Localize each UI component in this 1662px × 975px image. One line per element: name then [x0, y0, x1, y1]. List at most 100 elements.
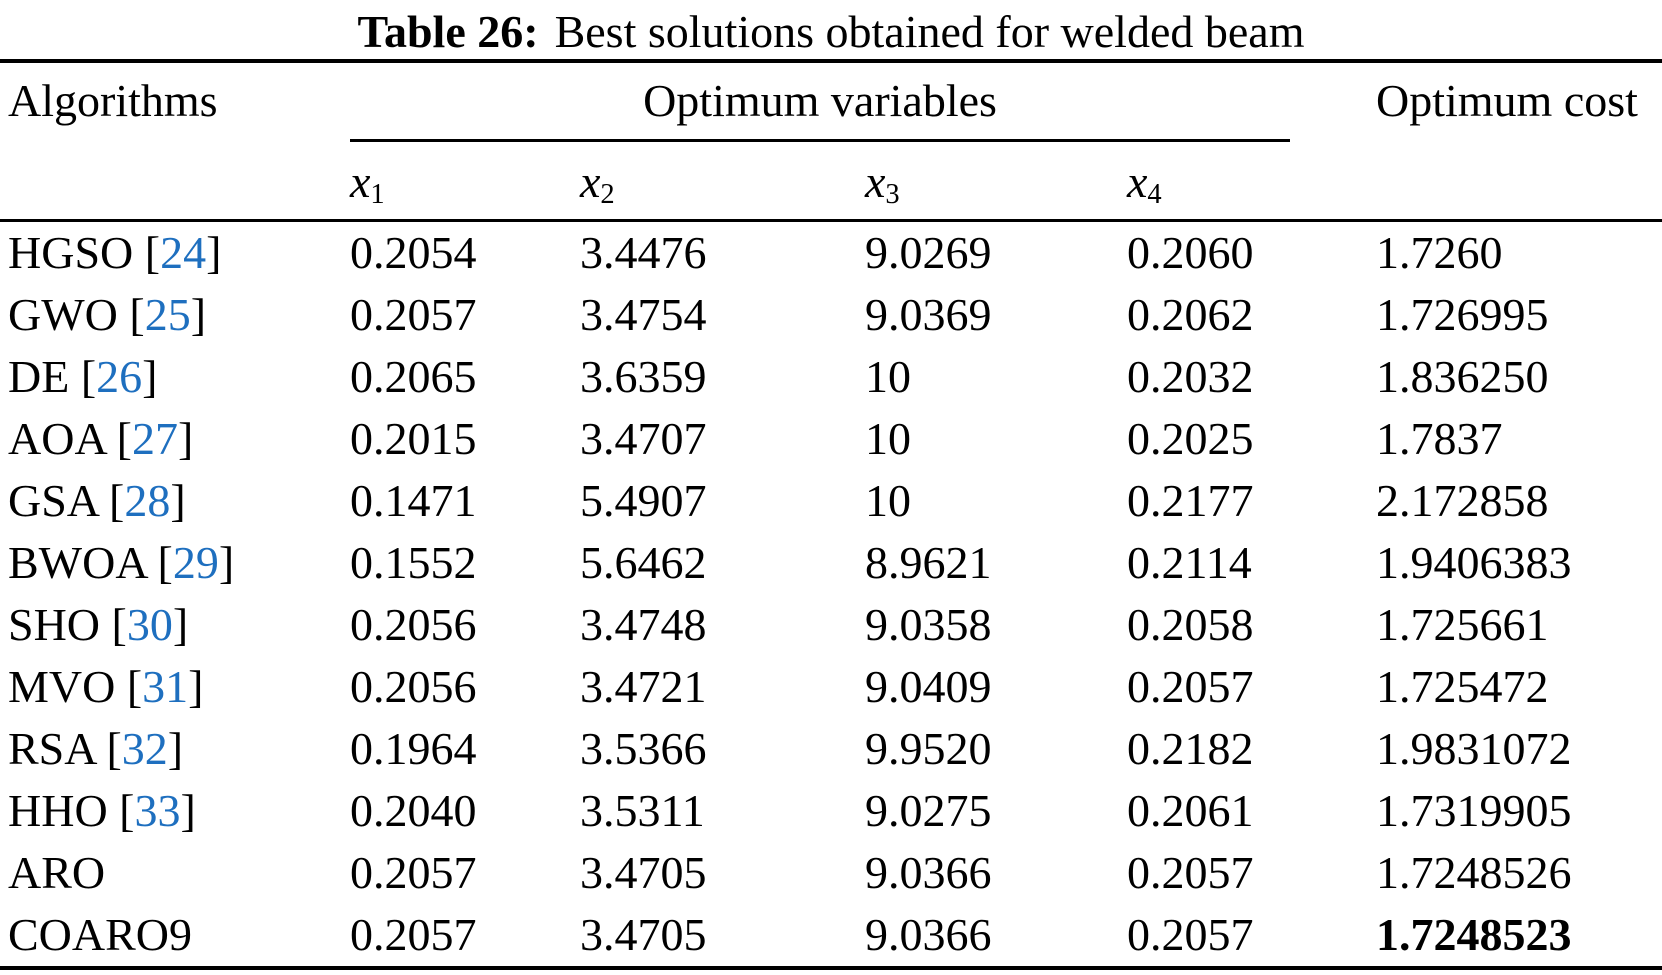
x1-value: 0.2057 — [350, 289, 477, 340]
citation-link[interactable]: 25 — [144, 289, 191, 340]
table-row: AOA [27] 0.2015 3.4707 10 0.2025 1.7837 — [0, 408, 1662, 470]
table-row: COARO9 0.2057 3.4705 9.0366 0.2057 1.724… — [0, 904, 1662, 968]
x1-value: 0.1552 — [350, 537, 477, 588]
x2-value: 3.4705 — [580, 847, 707, 898]
x3-value: 9.0358 — [865, 599, 992, 650]
results-table: Algorithms Optimum variables Optimum cos… — [0, 59, 1662, 970]
algorithm-cell: BWOA [29] — [0, 532, 350, 594]
x1-value: 0.2056 — [350, 661, 477, 712]
citation-bracket: ] — [206, 227, 222, 278]
x3-value: 10 — [865, 475, 911, 526]
empty-header-cell — [0, 142, 350, 222]
cost-value: 1.7260 — [1376, 227, 1503, 278]
x2-value: 3.4748 — [580, 599, 707, 650]
citation-link[interactable]: 28 — [124, 475, 171, 526]
citation-bracket: ] — [177, 413, 194, 464]
algorithm-name: COARO9 — [8, 909, 193, 960]
x4-value: 0.2114 — [1127, 537, 1252, 588]
x3-value: 9.9520 — [865, 723, 992, 774]
table-caption-text: Best solutions obtained for welded beam — [554, 6, 1305, 57]
citation-link[interactable]: 30 — [126, 599, 173, 650]
x3-value: 10 — [865, 351, 911, 402]
col-header-x4: x4 — [1127, 142, 1376, 222]
cost-value: 1.725472 — [1376, 661, 1549, 712]
x1-value: 0.2065 — [350, 351, 477, 402]
x4-value: 0.2032 — [1127, 351, 1254, 402]
citation-link[interactable]: 33 — [134, 785, 181, 836]
algorithm-cell: COARO9 — [0, 904, 350, 968]
table-row: ARO 0.2057 3.4705 9.0366 0.2057 1.724852… — [0, 842, 1662, 904]
x2-value: 3.5311 — [580, 785, 705, 836]
cost-value: 1.7319905 — [1376, 785, 1572, 836]
x2-value: 3.4707 — [580, 413, 707, 464]
x2-value: 3.5366 — [580, 723, 707, 774]
citation-bracket: ] — [167, 723, 184, 774]
table-row: GSA [28] 0.1471 5.4907 10 0.2177 2.17285… — [0, 470, 1662, 532]
optimum-variables-rule — [350, 139, 1290, 142]
citation-bracket: [ — [97, 475, 125, 526]
cost-value: 1.7837 — [1376, 413, 1503, 464]
x1-value: 0.2057 — [350, 909, 477, 960]
empty-header-cell — [1376, 142, 1662, 222]
x1-value: 0.1471 — [350, 475, 477, 526]
x3-value: 8.9621 — [865, 537, 992, 588]
citation-bracket: ] — [142, 351, 158, 402]
optimum-variables-label: Optimum variables — [643, 75, 997, 126]
table-row: GWO [25] 0.2057 3.4754 9.0369 0.2062 1.7… — [0, 284, 1662, 346]
table-row: RSA [32] 0.1964 3.5366 9.9520 0.2182 1.9… — [0, 718, 1662, 780]
x4-value: 0.2058 — [1127, 599, 1254, 650]
x2-value: 3.4754 — [580, 289, 707, 340]
cost-value: 2.172858 — [1376, 475, 1549, 526]
algorithm-name: ARO — [8, 847, 106, 898]
x4-value: 0.2061 — [1127, 785, 1254, 836]
table-row: HGSO [24] 0.2054 3.4476 9.0269 0.2060 1.… — [0, 221, 1662, 285]
x3-value: 9.0275 — [865, 785, 992, 836]
table-row: MVO [31] 0.2056 3.4721 9.0409 0.2057 1.7… — [0, 656, 1662, 718]
algorithm-name: GSA — [8, 475, 98, 526]
citation-bracket: ] — [170, 475, 186, 526]
algorithm-name: MVO — [8, 661, 116, 712]
x2-value: 3.4721 — [580, 661, 707, 712]
table-row: SHO [30] 0.2056 3.4748 9.0358 0.2058 1.7… — [0, 594, 1662, 656]
x3-value: 9.0369 — [865, 289, 992, 340]
table-caption: Table 26: Best solutions obtained for wel… — [0, 0, 1662, 59]
table-row: HHO [33] 0.2040 3.5311 9.0275 0.2061 1.7… — [0, 780, 1662, 842]
citation-bracket: [ — [107, 785, 135, 836]
cost-value-best: 1.7248523 — [1376, 909, 1572, 960]
x4-value: 0.2060 — [1127, 227, 1254, 278]
col-header-algorithms: Algorithms — [8, 75, 218, 126]
citation-link[interactable]: 27 — [131, 413, 178, 464]
algorithm-name: SHO — [8, 599, 101, 650]
algorithm-cell: HGSO [24] — [0, 221, 350, 285]
x2-value: 5.6462 — [580, 537, 707, 588]
algorithm-name: GWO — [8, 289, 118, 340]
citation-link[interactable]: 24 — [160, 227, 207, 278]
table-row: BWOA [29] 0.1552 5.6462 8.9621 0.2114 1.… — [0, 532, 1662, 594]
x1-value: 0.2040 — [350, 785, 477, 836]
header-row-variables: x1 x2 x3 x4 — [0, 142, 1662, 222]
x2-value: 3.4705 — [580, 909, 707, 960]
col-header-x2: x2 — [580, 142, 865, 222]
citation-bracket: [ — [115, 661, 143, 712]
citation-bracket: ] — [188, 661, 204, 712]
algorithm-cell: DE [26] — [0, 346, 350, 408]
algorithm-name: DE — [8, 351, 70, 402]
citation-bracket: [ — [146, 537, 173, 588]
x4-value: 0.2025 — [1127, 413, 1254, 464]
algorithm-cell: ARO — [0, 842, 350, 904]
x3-value: 9.0366 — [865, 909, 992, 960]
citation-link[interactable]: 29 — [172, 537, 219, 588]
citation-link[interactable]: 26 — [96, 351, 143, 402]
x3-value: 10 — [865, 413, 911, 464]
citation-link[interactable]: 32 — [121, 723, 168, 774]
col-header-x3: x3 — [865, 142, 1127, 222]
col-group-optimum-variables: Optimum variables — [350, 61, 1376, 142]
x3-value: 9.0366 — [865, 847, 992, 898]
algorithm-cell: HHO [33] — [0, 780, 350, 842]
citation-bracket: ] — [218, 537, 235, 588]
algorithm-cell: MVO [31] — [0, 656, 350, 718]
citation-link[interactable]: 31 — [142, 661, 189, 712]
x4-value: 0.2057 — [1127, 847, 1254, 898]
x2-value: 3.6359 — [580, 351, 707, 402]
